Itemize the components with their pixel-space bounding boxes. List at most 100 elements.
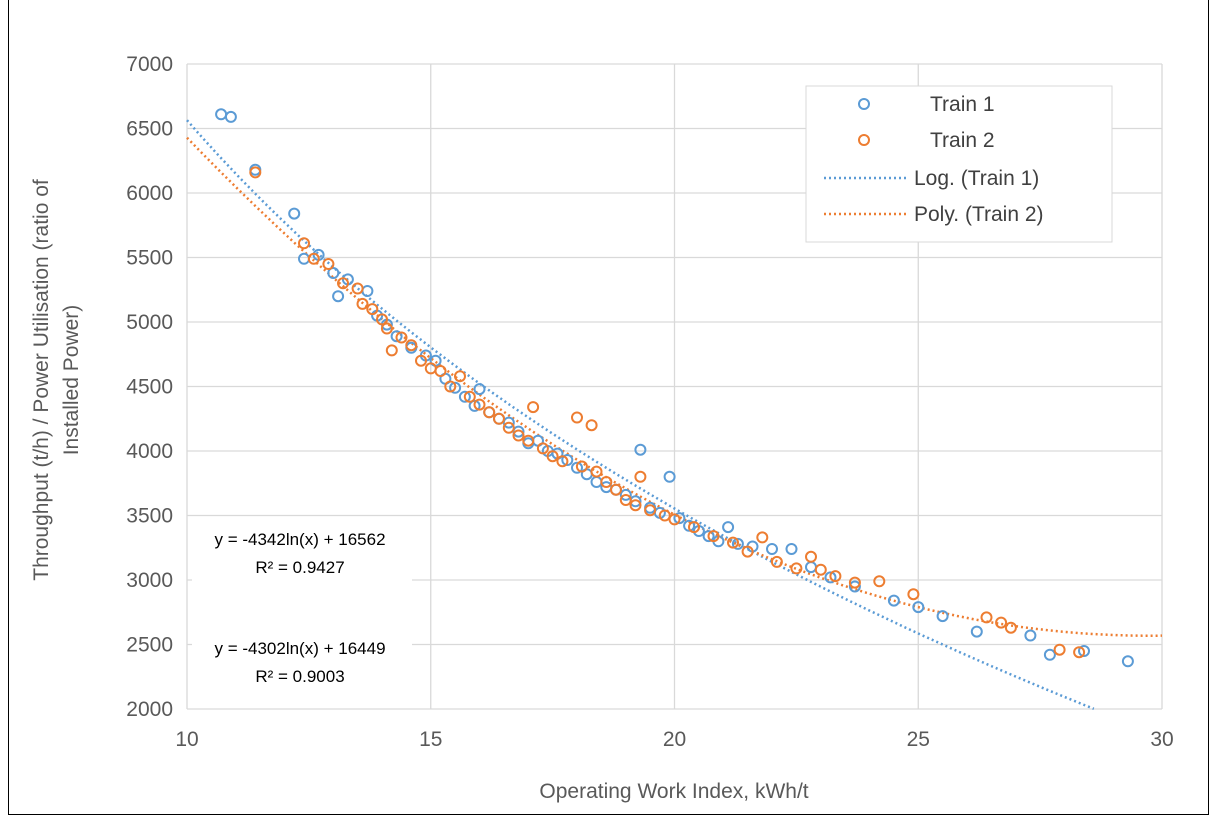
point-train-1 <box>1043 648 1056 661</box>
point-train-2 <box>688 521 700 534</box>
equation-1-formula: y = -4342ln(x) + 16562 <box>214 530 385 549</box>
point-train-1 <box>970 625 983 638</box>
point-train-1 <box>824 571 837 584</box>
point-train-2 <box>707 530 720 543</box>
point-train-2 <box>444 380 457 393</box>
x-tick-label: 25 <box>907 728 930 751</box>
point-train-2 <box>351 282 364 295</box>
x-tick-label: 20 <box>663 728 686 751</box>
legend-marker-train-2 <box>858 134 870 146</box>
point-train-1 <box>848 580 861 593</box>
y-tick-label: 7000 <box>126 53 173 76</box>
x-axis-title: Operating Work Index, kWh/t <box>539 780 808 803</box>
point-train-1 <box>1078 645 1090 657</box>
point-train-1 <box>619 488 632 501</box>
point-train-2 <box>483 406 496 419</box>
point-train-2 <box>1004 621 1017 634</box>
point-train-2 <box>463 390 476 403</box>
point-train-2 <box>1053 643 1066 656</box>
point-train-2 <box>571 411 583 424</box>
point-train-1 <box>215 108 228 121</box>
y-axis-ticks: 2000 2500 3000 3500 4000 4500 5000 5500 6000 6500… <box>126 53 173 721</box>
point-train-2 <box>610 483 622 496</box>
x-axis-ticks: 10 15 20 25 30 <box>175 728 1173 751</box>
point-train-2 <box>619 494 632 506</box>
point-train-1 <box>936 610 949 623</box>
point-train-2 <box>814 563 827 576</box>
point-train-1 <box>805 561 817 574</box>
point-train-2 <box>873 575 886 588</box>
equation-2-formula: y = -4302ln(x) + 16449 <box>214 639 385 658</box>
y-axis-title-line-1: Throughput (t/h) / Power Utilisation (ra… <box>30 179 53 581</box>
point-train-1 <box>332 290 345 303</box>
point-train-1 <box>561 454 574 466</box>
point-train-2 <box>590 465 603 478</box>
point-train-2 <box>434 365 447 377</box>
point-train-2 <box>527 401 540 414</box>
point-train-2 <box>395 331 408 344</box>
point-train-1 <box>390 330 403 343</box>
point-train-2 <box>907 588 920 601</box>
point-train-1 <box>468 399 481 412</box>
point-train-2 <box>249 166 262 179</box>
point-train-1 <box>361 285 374 297</box>
point-train-2 <box>502 421 515 434</box>
point-train-2 <box>356 297 369 310</box>
point-train-2 <box>473 398 486 411</box>
point-train-2 <box>546 450 559 463</box>
point-train-2 <box>1073 646 1086 659</box>
point-train-2 <box>454 370 466 383</box>
point-train-2 <box>756 531 769 544</box>
point-train-1 <box>288 207 301 220</box>
point-train-2 <box>298 237 310 250</box>
x-tick-label: 30 <box>1150 728 1173 751</box>
y-tick-label: 4500 <box>126 376 173 399</box>
point-train-2 <box>585 419 598 432</box>
y-tick-label: 6000 <box>126 182 173 205</box>
point-train-1 <box>298 252 310 265</box>
point-train-2 <box>634 470 647 483</box>
point-train-2 <box>727 536 739 549</box>
y-axis-title: Throughput (t/h) / Power Utilisation (ra… <box>30 179 83 581</box>
point-train-2 <box>790 562 803 575</box>
trendline-log-train-1 <box>186 119 1095 710</box>
equation-1-r2: R² = 0.9427 <box>255 558 344 577</box>
point-train-1 <box>785 543 798 555</box>
point-train-2 <box>741 545 754 558</box>
point-train-1 <box>473 383 486 396</box>
point-train-2 <box>415 354 427 367</box>
point-train-2 <box>536 442 549 455</box>
y-tick-label: 2500 <box>126 634 173 657</box>
point-train-2 <box>522 434 535 447</box>
legend-label-poly-train-2: Poly. (Train 2) <box>914 203 1044 226</box>
y-tick-label: 3500 <box>126 505 173 528</box>
y-tick-label: 5500 <box>126 247 173 270</box>
point-train-1 <box>590 476 603 488</box>
point-train-2 <box>405 339 418 352</box>
point-train-2 <box>995 616 1008 629</box>
legend-label-log-train-1: Log. (Train 1) <box>914 167 1039 190</box>
point-train-2 <box>600 476 613 488</box>
legend-box <box>805 85 1113 243</box>
point-train-2 <box>556 455 569 468</box>
y-tick-label: 5000 <box>126 311 173 334</box>
point-train-2 <box>575 460 588 473</box>
y-tick-label: 6500 <box>126 118 173 141</box>
point-train-1 <box>1024 629 1037 642</box>
point-train-1 <box>634 443 647 456</box>
y-tick-label: 2000 <box>126 698 173 721</box>
point-train-1 <box>887 594 900 607</box>
y-axis-title-line-2: Installed Power) <box>60 305 83 456</box>
point-train-1 <box>224 110 237 123</box>
point-train-2 <box>385 344 398 357</box>
point-train-2 <box>366 303 379 316</box>
point-train-2 <box>380 322 393 335</box>
point-train-1 <box>571 461 583 474</box>
point-train-2 <box>307 252 320 265</box>
legend-label-train-2: Train 2 <box>930 129 995 152</box>
legend-marker-train-1 <box>858 98 870 110</box>
point-train-1 <box>702 530 715 543</box>
point-train-2 <box>337 277 349 290</box>
point-train-1 <box>1121 655 1134 668</box>
